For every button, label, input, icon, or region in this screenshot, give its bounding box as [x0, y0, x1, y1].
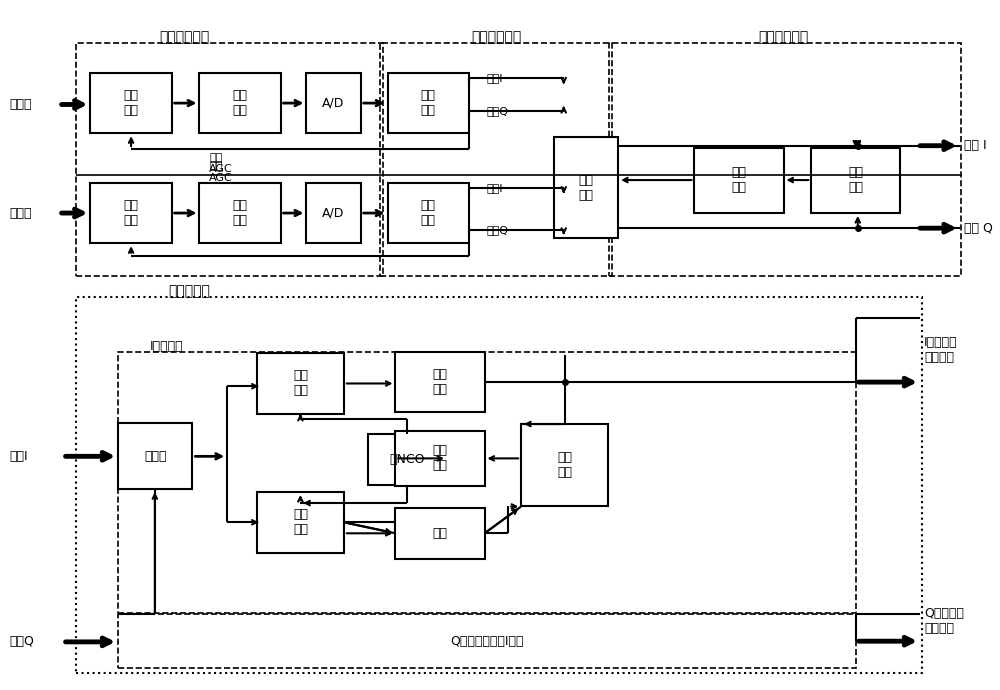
Bar — [90, 183, 172, 244]
Text: 中频
放大: 中频 放大 — [124, 89, 139, 117]
Bar — [257, 353, 344, 414]
Text: 右旋入: 右旋入 — [9, 206, 32, 219]
Text: 分集合成装置: 分集合成装置 — [471, 30, 522, 44]
Bar — [199, 183, 281, 244]
Bar — [388, 73, 469, 133]
Bar — [395, 431, 485, 486]
Text: 中频信道装置: 中频信道装置 — [159, 30, 210, 44]
Text: 正交
混频: 正交 混频 — [421, 199, 436, 227]
Text: 合成Q: 合成Q — [9, 635, 34, 649]
Bar — [388, 183, 469, 244]
Text: A/D: A/D — [322, 206, 345, 219]
Text: 载波
鉴相: 载波 鉴相 — [848, 166, 863, 195]
Text: 环路
滤波: 环路 滤波 — [731, 166, 746, 195]
Bar — [306, 73, 361, 133]
Text: 左旋Q: 左旋Q — [487, 106, 509, 117]
Text: I路码同步: I路码同步 — [150, 340, 184, 353]
Text: 码NCO: 码NCO — [390, 453, 425, 466]
Text: 分集
合成: 分集 合成 — [579, 174, 594, 201]
Bar — [368, 433, 447, 485]
Text: 码环
鉴相: 码环 鉴相 — [557, 451, 572, 480]
Bar — [609, 43, 961, 276]
Text: 延迟: 延迟 — [432, 527, 447, 540]
Text: 带通
滤波: 带通 滤波 — [232, 199, 247, 227]
Bar — [76, 297, 922, 673]
Bar — [694, 148, 784, 213]
Bar — [257, 492, 344, 553]
Text: 码环
滤波: 码环 滤波 — [432, 444, 447, 473]
Text: 中相
积分: 中相 积分 — [293, 509, 308, 536]
Bar — [811, 148, 900, 213]
Text: 载波解调装置: 载波解调装置 — [758, 30, 809, 44]
Bar — [395, 508, 485, 560]
Text: 左旋
AGC: 左旋 AGC — [209, 152, 233, 174]
Bar — [306, 183, 361, 244]
Text: 重采样: 重采样 — [144, 450, 167, 463]
Bar — [76, 43, 383, 276]
Bar — [380, 43, 612, 276]
Text: 码元
判决: 码元 判决 — [432, 368, 447, 396]
Text: 同相
积分: 同相 积分 — [293, 369, 308, 397]
Text: 右旋I: 右旋I — [487, 184, 503, 193]
Text: 码同步装置: 码同步装置 — [169, 284, 210, 298]
Bar — [118, 424, 192, 489]
Text: 合成 I: 合成 I — [964, 139, 986, 152]
Text: 合成 Q: 合成 Q — [964, 221, 993, 235]
Text: 合成I: 合成I — [9, 450, 28, 463]
Text: Q路码同步（同I路）: Q路码同步（同I路） — [450, 635, 523, 648]
Bar — [554, 137, 618, 239]
Text: 左旋入: 左旋入 — [9, 98, 32, 111]
Text: 正交
混频: 正交 混频 — [421, 89, 436, 117]
Bar — [199, 73, 281, 133]
Text: 左旋I: 左旋I — [487, 73, 503, 83]
Text: A/D: A/D — [322, 97, 345, 110]
Text: 中频
放大: 中频 放大 — [124, 199, 139, 227]
Bar — [118, 352, 856, 613]
Bar — [118, 614, 856, 668]
Bar — [90, 73, 172, 133]
Text: 右旋
AGC: 右旋 AGC — [209, 161, 233, 183]
Bar — [395, 352, 485, 413]
Text: 右旋Q: 右旋Q — [487, 224, 509, 235]
Text: 带通
滤波: 带通 滤波 — [232, 89, 247, 117]
Bar — [521, 424, 608, 506]
Text: I路数据和
时钟输出: I路数据和 时钟输出 — [924, 337, 958, 364]
Text: Q路数据和
时钟输出: Q路数据和 时钟输出 — [924, 607, 964, 635]
